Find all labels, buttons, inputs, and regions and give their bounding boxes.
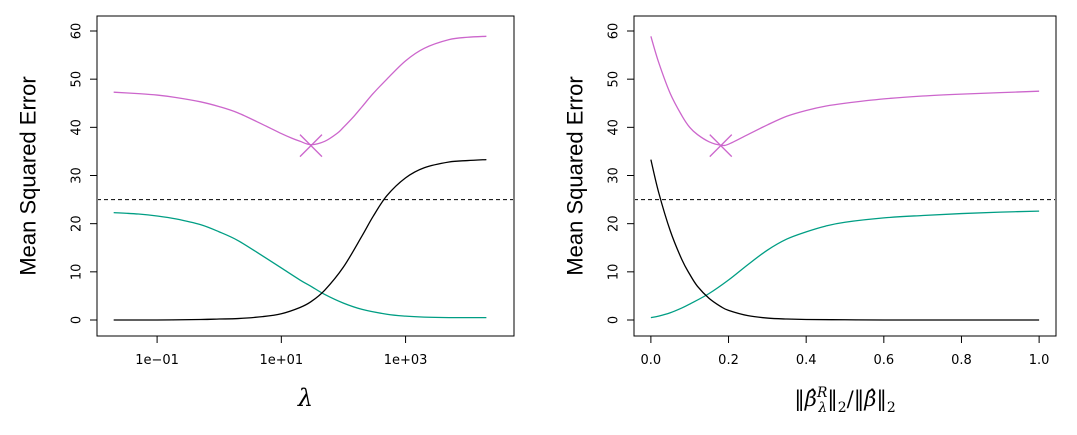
y-tick-label: 60	[607, 23, 622, 40]
y-tick-label: 20	[607, 215, 622, 232]
x-axis-title: λ	[297, 384, 313, 412]
y-tick-label: 50	[607, 71, 622, 88]
y-tick-label: 0	[70, 316, 85, 324]
y-tick-label: 40	[70, 119, 85, 136]
x-tick-label: 0.4	[796, 353, 817, 368]
series-line-bias	[650, 159, 1040, 321]
left-panel-lambda: 0 10 20 30 40 50 60 1e−01 1e+01 1e+03 Mean Squared…	[16, 15, 515, 412]
x-tick-label: 0.8	[951, 353, 972, 368]
right-panel-norm-ratio: 0 10 20 30 40 50 60 0.0 0.2 0.4 0.6 0.8 1.0 Mean Squa…	[563, 15, 1057, 416]
x-tick-label: 0.2	[718, 353, 739, 368]
minimum-marker	[299, 134, 323, 158]
y-axis-title: Mean Squared Error	[16, 76, 41, 275]
x-tick-label: 0.6	[873, 353, 894, 368]
y-tick-label: 20	[70, 215, 85, 232]
y-tick-label: 30	[607, 167, 622, 184]
y-tick-label: 40	[607, 119, 622, 136]
plot-area	[635, 36, 1055, 321]
y-tick-label: 0	[607, 316, 622, 324]
series-line-variance	[650, 210, 1040, 319]
x-tick-label: 1e−01	[135, 353, 179, 368]
y-axis-title: Mean Squared Error	[563, 76, 588, 275]
plot-frame	[633, 15, 1057, 337]
plot-area	[98, 35, 513, 321]
x-axis-title: ‖β̂R λ‖2/‖β̂‖2	[794, 385, 896, 416]
y-tick-label: 50	[70, 71, 85, 88]
series-line-mse	[650, 36, 1040, 147]
y-tick-label: 10	[607, 264, 622, 281]
x-tick-label: 1.0	[1029, 353, 1050, 368]
x-tick-label: 0.0	[641, 353, 662, 368]
series-line-bias	[113, 158, 487, 321]
y-tick-label: 30	[70, 167, 85, 184]
series-line-mse	[113, 35, 487, 146]
y-tick-label: 60	[70, 23, 85, 40]
x-tick-label: 1e+03	[384, 353, 428, 368]
minimum-marker	[709, 134, 733, 158]
plot-frame	[96, 15, 515, 337]
y-tick-label: 10	[70, 264, 85, 281]
series-line-variance	[113, 211, 487, 319]
x-tick-label: 1e+01	[259, 353, 303, 368]
